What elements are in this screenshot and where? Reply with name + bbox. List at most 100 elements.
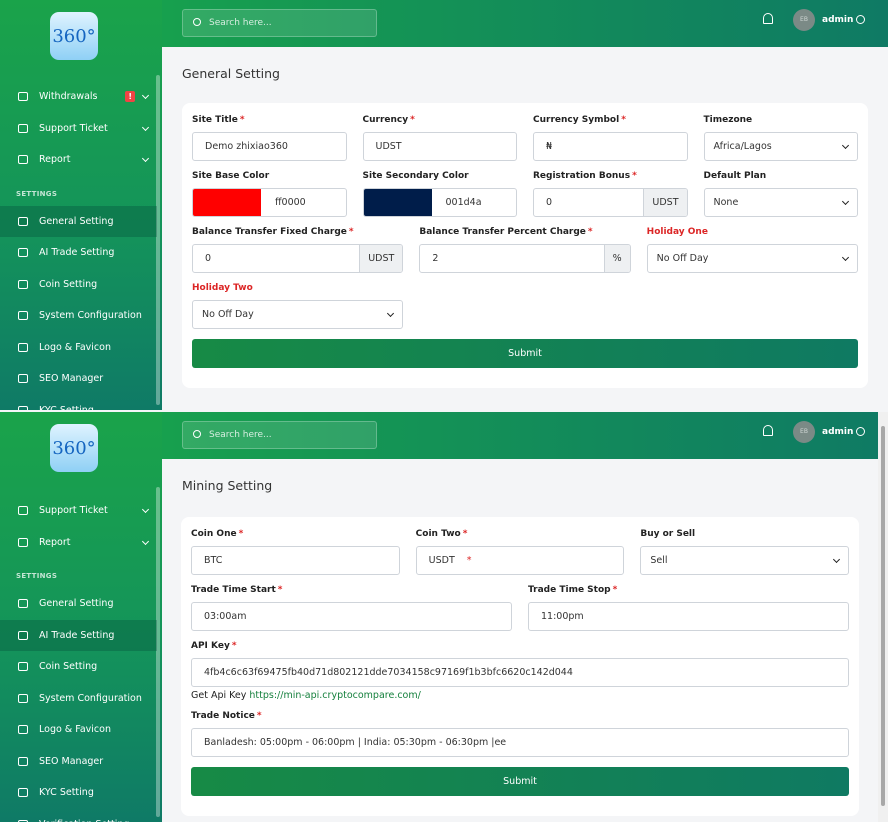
text-input[interactable]: ff0000: [192, 188, 347, 217]
text-input[interactable]: ₦: [533, 132, 688, 161]
label-text: Timezone: [703, 115, 753, 125]
nav-label: Withdrawals: [39, 91, 98, 103]
text-input[interactable]: 4fb4c6c63f69475fb40d71d802121dde7034158c…: [191, 658, 849, 687]
label-text: Site Secondary Color: [362, 171, 469, 181]
required-mark: *: [587, 227, 593, 237]
scroll-thumb: [881, 426, 885, 806]
input-value: No Off Day: [202, 309, 254, 320]
text-input[interactable]: 0 UDST: [533, 188, 688, 217]
text-input[interactable]: 001d4a: [362, 188, 517, 217]
form-group: Timezone Africa/Lagos: [703, 115, 859, 161]
nav-label: Coin Setting: [39, 278, 98, 290]
nav-icon: [18, 216, 28, 226]
text-input[interactable]: 2%: [419, 244, 631, 273]
search-box[interactable]: Search here...: [182, 9, 377, 37]
nav-item[interactable]: Verification Setting: [0, 809, 157, 822]
required-mark: *: [277, 585, 283, 595]
user-menu[interactable]: [856, 427, 865, 436]
field-label: Holiday One: [647, 227, 858, 241]
form-group: Buy or Sell Sell: [640, 529, 849, 575]
form-group: Currency * UDST: [362, 115, 517, 161]
nav-label: KYC Setting: [39, 405, 94, 410]
select[interactable]: No Off Day: [192, 300, 404, 329]
label-text: Site Title: [192, 115, 238, 125]
nav-item[interactable]: KYC Setting: [0, 777, 157, 809]
nav-item[interactable]: Logo & Favicon: [0, 714, 157, 746]
nav-item[interactable]: System Configuration: [0, 300, 157, 332]
text-input[interactable]: 03:00am: [191, 602, 512, 631]
form-row: Holiday Two No Off Day: [192, 283, 858, 329]
required-mark: *: [239, 115, 245, 125]
submit-button[interactable]: Submit: [192, 339, 858, 368]
user-name[interactable]: admin: [822, 15, 854, 25]
text-input[interactable]: BTC: [191, 546, 400, 575]
nav-label: AI Trade Setting: [39, 247, 115, 259]
label-text: Balance Transfer Percent Charge: [419, 227, 586, 237]
field-label: Site Secondary Color: [363, 171, 518, 185]
nav-item[interactable]: General Setting: [0, 588, 157, 620]
api-link[interactable]: https://min-api.cryptocompare.com/: [249, 690, 421, 701]
select[interactable]: No Off Day: [646, 244, 858, 273]
nav-item[interactable]: Report: [0, 527, 157, 559]
form-group: Site Title * Demo zhixiao360: [192, 115, 347, 161]
select[interactable]: Sell: [640, 546, 849, 575]
form-row: Trade Time Start * 03:00am Trade Time Stop *…: [191, 585, 849, 631]
nav-label: Support Ticket: [39, 505, 108, 517]
form-group: Default Plan None: [703, 171, 858, 217]
nav-item[interactable]: Support Ticket: [0, 113, 157, 145]
nav-icon: [18, 405, 28, 410]
form-group: Trade Notice * Banladesh: 05:00pm - 06:00p…: [191, 711, 849, 757]
nav-item[interactable]: General Setting: [0, 205, 157, 237]
text-input[interactable]: Banladesh: 05:00pm - 06:00pm | India: 05…: [191, 728, 849, 757]
nav-icon: [18, 819, 28, 822]
logo: 360°: [50, 424, 98, 472]
nav-icon: [18, 693, 28, 703]
nav-item[interactable]: Coin Setting: [0, 651, 157, 683]
text-input[interactable]: Demo zhixiao360: [192, 132, 347, 161]
user-menu[interactable]: [856, 15, 865, 24]
nav-icon: [18, 788, 28, 798]
nav-item[interactable]: AI Trade Setting: [0, 619, 157, 651]
search-box[interactable]: Search here...: [182, 421, 377, 449]
select[interactable]: Africa/Lagos: [703, 132, 858, 161]
text-input[interactable]: USDT *: [415, 546, 625, 575]
text-input[interactable]: UDST: [362, 132, 517, 161]
nav-chevron: [141, 123, 150, 131]
user-name[interactable]: admin: [822, 427, 854, 437]
text-input[interactable]: 0 UDST: [192, 244, 404, 273]
help-text: Get Api Key https://min-api.cryptocompar…: [191, 690, 849, 701]
nav-item[interactable]: SEO Manager: [0, 746, 157, 778]
select[interactable]: None: [703, 188, 858, 217]
nav-item[interactable]: KYC Setting: [0, 395, 157, 410]
field-label: Balance Transfer Percent Charge *: [419, 227, 630, 241]
nav-item[interactable]: Support Ticket: [0, 495, 157, 527]
help-label: Get Api Key: [191, 690, 247, 701]
avatar[interactable]: EB: [793, 9, 815, 31]
avatar[interactable]: EB: [793, 421, 815, 443]
submit-button[interactable]: Submit: [191, 767, 849, 796]
required-mark: *: [462, 529, 468, 539]
nav-item[interactable]: Withdrawals!: [0, 81, 157, 113]
nav-item[interactable]: Coin Setting: [0, 269, 157, 301]
text-input[interactable]: 11:00pm: [528, 602, 849, 631]
notification-bell[interactable]: [763, 425, 773, 436]
field-label: Timezone: [704, 115, 859, 129]
nav-item[interactable]: Logo & Favicon: [0, 332, 157, 364]
form-row: Site Title * Demo zhixiao360 Currency * UDST C…: [192, 115, 858, 161]
nav-icon: [18, 92, 28, 102]
notification-bell[interactable]: [763, 13, 773, 24]
input-value: Demo zhixiao360: [205, 141, 288, 152]
panel: 360° Withdrawals! Support Ticket Report SETT…: [0, 0, 888, 410]
nav-label: Logo & Favicon: [39, 724, 111, 736]
input-value: 4fb4c6c63f69475fb40d71d802121dde7034158c…: [204, 667, 573, 678]
nav-item[interactable]: SEO Manager: [0, 363, 157, 395]
nav-item[interactable]: System Configuration: [0, 683, 157, 715]
form-group: Balance Transfer Fixed Charge * 0 UDST: [192, 227, 404, 273]
nav-label: System Configuration: [39, 310, 142, 322]
select-arrow: [832, 555, 841, 563]
form-group: Registration Bonus * 0 UDST: [533, 171, 688, 217]
nav-icon: [18, 756, 28, 766]
nav-item[interactable]: Report: [0, 144, 157, 176]
nav-item[interactable]: AI Trade Setting: [0, 237, 157, 269]
nav-menu: Withdrawals! Support Ticket Report SETTINGS…: [0, 81, 157, 410]
